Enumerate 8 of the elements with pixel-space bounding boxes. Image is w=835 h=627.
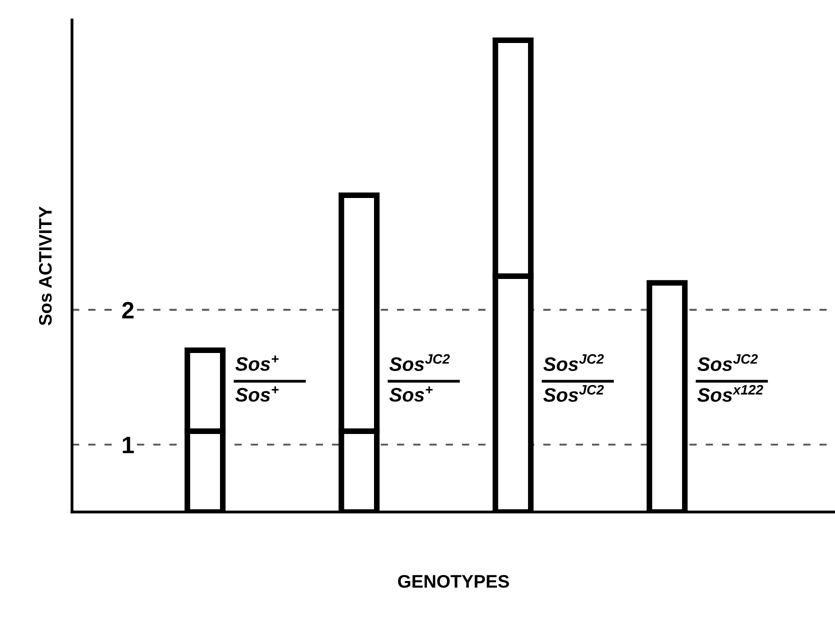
y-tick-label: 2	[122, 302, 134, 318]
category-label: Sos$^{+}$ Sos$^{+}$	[235, 356, 279, 402]
x-axis-title: GENOTYPES	[398, 574, 509, 588]
y-tick-label: 1	[122, 436, 134, 454]
y-axis-title: Sos ACTIVITY	[38, 206, 52, 326]
category-label: Sos$^{JC2}$ Sos$^{x122}$	[697, 354, 764, 402]
category-label: Sos$^{JC2}$ Sos$^{JC2}$	[543, 354, 604, 402]
category-label: Sos$^{JC2}$ Sos$^{+}$	[389, 354, 450, 402]
